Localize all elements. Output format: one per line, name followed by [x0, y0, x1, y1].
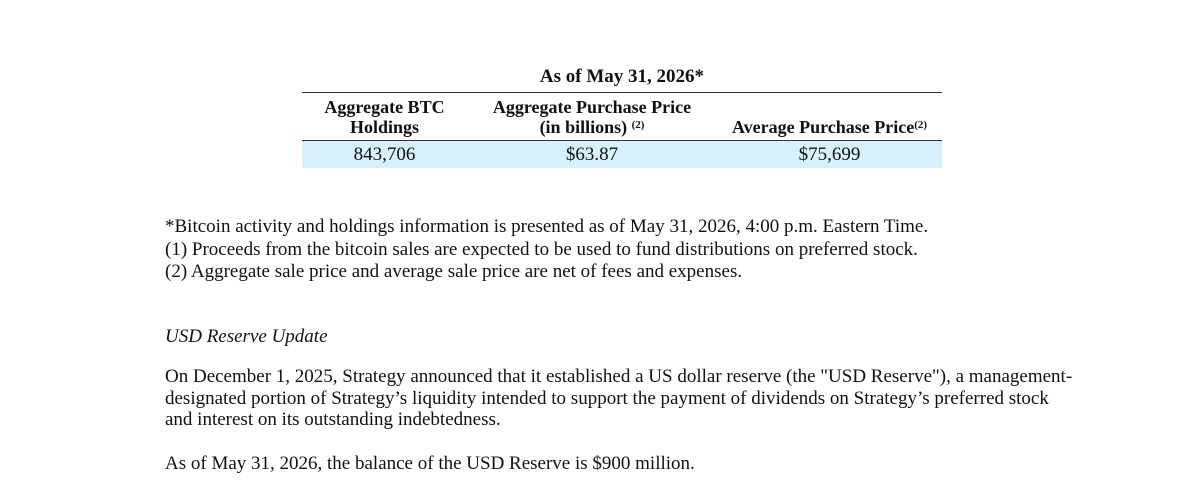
paragraph-line: designated portion of Strategy’s liquidi…: [165, 387, 1049, 409]
header-btc-line1: Aggregate BTC: [324, 97, 445, 117]
footnotes: *Bitcoin activity and holdings informati…: [165, 216, 928, 284]
footnote-2: (2) Aggregate sale price and average sal…: [165, 261, 743, 282]
paragraph-line: and interest on its outstanding indebted…: [165, 409, 501, 430]
value-average-price: $75,699: [798, 144, 861, 165]
header-btc-line2: Holdings: [349, 117, 420, 137]
paragraph-reserve-balance: As of May 31, 2026, the balance of the U…: [165, 453, 695, 474]
value-btc-holdings: 843,706: [353, 144, 416, 165]
header-agg-line2-wrap: (in billions) (2): [467, 117, 717, 137]
header-average-price: Average Purchase Price(2): [717, 93, 942, 140]
header-aggregate-price: Aggregate Purchase Price (in billions) (…: [467, 93, 717, 140]
header-avg-footnote-ref: (2): [914, 119, 928, 131]
header-agg-line2: (in billions): [539, 117, 628, 137]
table-header-row: Aggregate BTC Holdings Aggregate Purchas…: [302, 93, 942, 141]
header-avg: Average Purchase Price: [731, 117, 915, 137]
holdings-table: As of May 31, 2026* Aggregate BTC Holdin…: [302, 62, 942, 168]
header-agg-footnote-ref: (2): [631, 119, 645, 131]
table-title: As of May 31, 2026*: [302, 62, 942, 93]
footnote-1: (1) Proceeds from the bitcoin sales are …: [165, 238, 918, 260]
paragraph-line: On December 1, 2025, Strategy announced …: [165, 366, 1073, 387]
header-agg-line1: Aggregate Purchase Price: [492, 97, 692, 117]
footnote-star: *Bitcoin activity and holdings informati…: [165, 216, 929, 237]
header-btc-holdings: Aggregate BTC Holdings: [302, 93, 467, 140]
header-avg-wrap: Average Purchase Price(2): [717, 117, 942, 137]
table-row: 843,706 $63.87 $75,699: [302, 141, 942, 168]
paragraph-usd-reserve: On December 1, 2025, Strategy announced …: [165, 366, 1080, 431]
value-aggregate-price: $63.87: [565, 144, 619, 165]
section-heading: USD Reserve Update: [165, 326, 328, 347]
